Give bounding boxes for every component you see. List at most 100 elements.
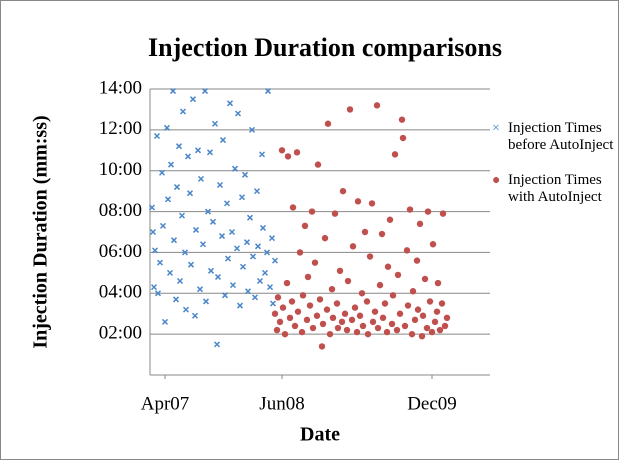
- point: [234, 110, 242, 117]
- point: [333, 300, 341, 307]
- point: [176, 277, 184, 285]
- point: [344, 277, 352, 285]
- point: [243, 239, 251, 246]
- point: [331, 210, 339, 217]
- point: [170, 237, 178, 244]
- point: [296, 249, 304, 256]
- point: [278, 147, 286, 154]
- point: [159, 222, 167, 229]
- point: [248, 126, 256, 133]
- point: [358, 290, 366, 297]
- point: [303, 316, 311, 324]
- x-tick-label: Apr07: [141, 393, 190, 414]
- point: [381, 300, 389, 307]
- point: [274, 294, 282, 301]
- point: [389, 292, 397, 299]
- point: [187, 261, 195, 268]
- point: [291, 322, 299, 330]
- point: [228, 228, 236, 236]
- point: [383, 328, 391, 336]
- point: [363, 298, 371, 305]
- point: [271, 310, 279, 317]
- point: [150, 284, 158, 291]
- point: [179, 108, 187, 115]
- point: [308, 208, 316, 215]
- point: [386, 216, 394, 223]
- point: [167, 161, 175, 168]
- point: [371, 308, 379, 315]
- point: [413, 257, 421, 264]
- point: [433, 308, 441, 315]
- point: [271, 257, 279, 264]
- legend-label: Injection Times before AutoInject: [508, 120, 614, 153]
- point: [239, 263, 247, 270]
- point: [318, 343, 326, 350]
- point: [258, 151, 266, 158]
- point: [314, 161, 322, 168]
- point: [199, 241, 207, 248]
- x-axis-label: Date: [300, 424, 340, 446]
- point: [328, 286, 336, 293]
- point: [211, 120, 219, 127]
- x-tick-label: Dec09: [407, 393, 457, 414]
- point: [207, 267, 215, 274]
- point: [218, 233, 226, 240]
- point: [286, 314, 294, 321]
- point: [401, 322, 409, 330]
- point: [173, 184, 181, 191]
- point: [376, 281, 384, 289]
- point: [151, 247, 159, 254]
- point: [149, 228, 157, 236]
- point: [156, 259, 164, 266]
- point: [204, 208, 212, 215]
- point: [241, 171, 249, 178]
- point: [266, 284, 274, 291]
- point: [336, 267, 344, 275]
- point: [186, 190, 194, 197]
- point: [164, 196, 172, 203]
- point: [219, 137, 227, 144]
- point: [421, 275, 429, 283]
- chart-title: Injection Duration comparisons: [148, 33, 502, 62]
- point: [338, 318, 346, 326]
- point: [216, 181, 224, 189]
- point: [194, 147, 202, 154]
- point: [311, 259, 319, 266]
- point: [289, 204, 297, 211]
- point: [374, 324, 382, 332]
- point: [256, 277, 264, 285]
- point: [419, 312, 427, 319]
- point: [368, 200, 376, 207]
- point: [341, 310, 349, 317]
- point: [361, 228, 369, 236]
- point: [279, 304, 287, 311]
- point: [276, 318, 284, 326]
- point: [283, 279, 291, 287]
- point: [319, 320, 327, 328]
- point: [396, 310, 404, 317]
- point: [343, 326, 351, 334]
- point: [224, 255, 232, 262]
- point: [373, 102, 381, 109]
- point: [356, 312, 364, 319]
- point: [379, 314, 387, 321]
- point: [226, 100, 234, 107]
- point: [294, 308, 302, 315]
- point: [351, 304, 359, 311]
- point: [273, 326, 281, 334]
- point: [209, 218, 217, 225]
- point: [366, 253, 374, 260]
- point: [424, 208, 432, 215]
- y-tick-label: 12:00: [99, 118, 142, 139]
- point: [309, 324, 317, 332]
- point: [439, 210, 447, 217]
- y-tick-label: 08:00: [99, 200, 142, 221]
- legend-marker: ●: [492, 173, 501, 188]
- point: [163, 124, 171, 131]
- y-axis-label: Injection Duration (mm:ss): [30, 115, 52, 348]
- point: [411, 316, 419, 324]
- point: [263, 249, 271, 256]
- point: [284, 153, 292, 160]
